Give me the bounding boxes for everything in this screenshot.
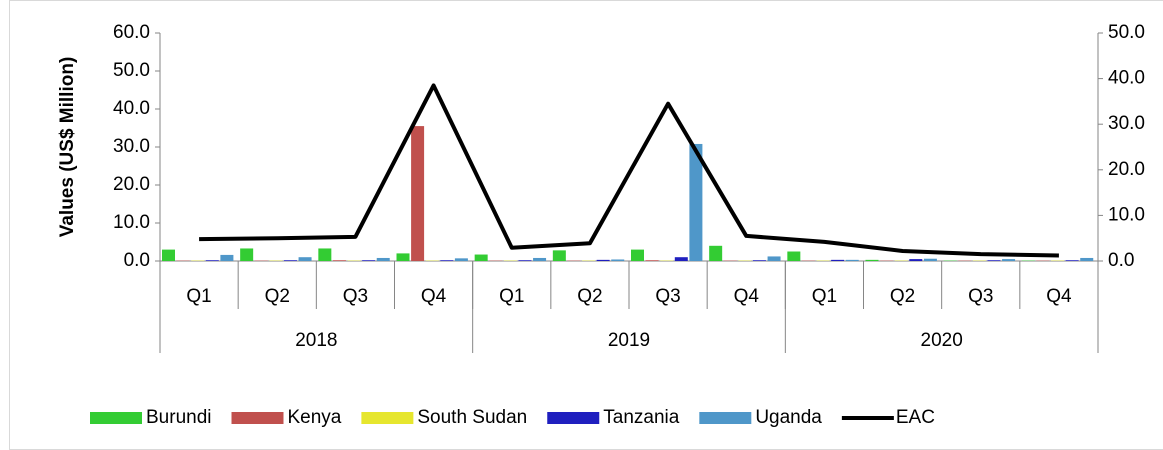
y-tick-label: 30.0 <box>113 136 150 157</box>
bar <box>318 248 332 261</box>
bar <box>1002 259 1016 261</box>
bar <box>909 259 923 261</box>
x-tick-label: Q3 <box>968 286 993 307</box>
bar <box>1065 260 1079 261</box>
bar <box>332 260 346 261</box>
bar <box>283 260 297 261</box>
x-tick-label: Q3 <box>655 286 680 307</box>
legend-label: Tanzania <box>603 407 679 428</box>
bar <box>518 260 532 261</box>
x-tick-label: Q1 <box>186 286 211 307</box>
bar <box>645 260 659 261</box>
y2-tick-label: 20.0 <box>1108 159 1145 180</box>
x-tick-label: Q1 <box>812 286 837 307</box>
bar <box>787 251 801 261</box>
chart-frame <box>9 0 1163 450</box>
x-tick-label: Q2 <box>577 286 602 307</box>
bar <box>709 245 723 261</box>
x-tick-label: Q4 <box>421 286 447 307</box>
bar <box>767 256 781 261</box>
y-tick-label: 40.0 <box>113 98 150 119</box>
bar <box>865 259 879 261</box>
bar <box>845 259 859 261</box>
y-tick-label: 10.0 <box>113 212 150 233</box>
legend-label: Kenya <box>288 407 342 428</box>
group-label: 2019 <box>608 330 650 351</box>
y-tick-label: 0.0 <box>124 250 150 271</box>
bar <box>298 257 312 261</box>
bar <box>923 258 937 261</box>
legend-label: EAC <box>896 407 935 428</box>
bar <box>596 259 610 261</box>
group-label: 2018 <box>295 330 337 351</box>
legend-swatch <box>547 412 600 424</box>
legend-swatch <box>361 412 414 424</box>
legend-label: South Sudan <box>417 407 527 428</box>
bar <box>440 260 454 261</box>
bar <box>240 248 254 261</box>
bar <box>752 260 766 261</box>
legend-swatch <box>231 412 284 424</box>
y-axis-title: Values (US$ Million) <box>57 57 78 238</box>
legend-swatch <box>90 412 142 424</box>
y2-tick-label: 10.0 <box>1108 204 1145 225</box>
bar <box>552 250 566 261</box>
x-tick-label: Q3 <box>343 286 368 307</box>
y-tick-label: 20.0 <box>113 174 150 195</box>
x-tick-label: Q4 <box>734 286 760 307</box>
bar <box>831 259 845 261</box>
x-tick-label: Q2 <box>890 286 915 307</box>
group-label: 2020 <box>921 330 963 351</box>
y2-tick-label: 40.0 <box>1108 68 1145 89</box>
legend-label: Uganda <box>755 407 822 428</box>
bar <box>474 254 488 261</box>
y2-tick-label: 50.0 <box>1108 22 1145 43</box>
line <box>199 83 1059 258</box>
bar <box>611 259 625 261</box>
bar <box>689 143 703 261</box>
bar <box>631 249 644 261</box>
bar <box>162 249 175 261</box>
y2-tick-label: 30.0 <box>1108 113 1145 134</box>
bar <box>396 253 410 261</box>
bar <box>220 254 234 261</box>
x-tick-label: Q2 <box>265 286 290 307</box>
bar <box>533 257 547 261</box>
bar <box>205 260 219 261</box>
x-tick-label: Q1 <box>499 286 524 307</box>
bar <box>1080 257 1094 261</box>
legend-swatch <box>699 412 752 424</box>
x-tick-label: Q4 <box>1046 286 1072 307</box>
bar <box>362 260 376 261</box>
bar <box>674 257 688 261</box>
legend-label: Burundi <box>146 407 212 428</box>
bar <box>411 126 425 261</box>
y-tick-label: 50.0 <box>113 60 150 81</box>
y-tick-label: 60.0 <box>113 22 150 43</box>
bar <box>376 257 390 261</box>
bar <box>454 258 468 261</box>
bar <box>987 260 1001 261</box>
y2-tick-label: 0.0 <box>1108 250 1134 271</box>
